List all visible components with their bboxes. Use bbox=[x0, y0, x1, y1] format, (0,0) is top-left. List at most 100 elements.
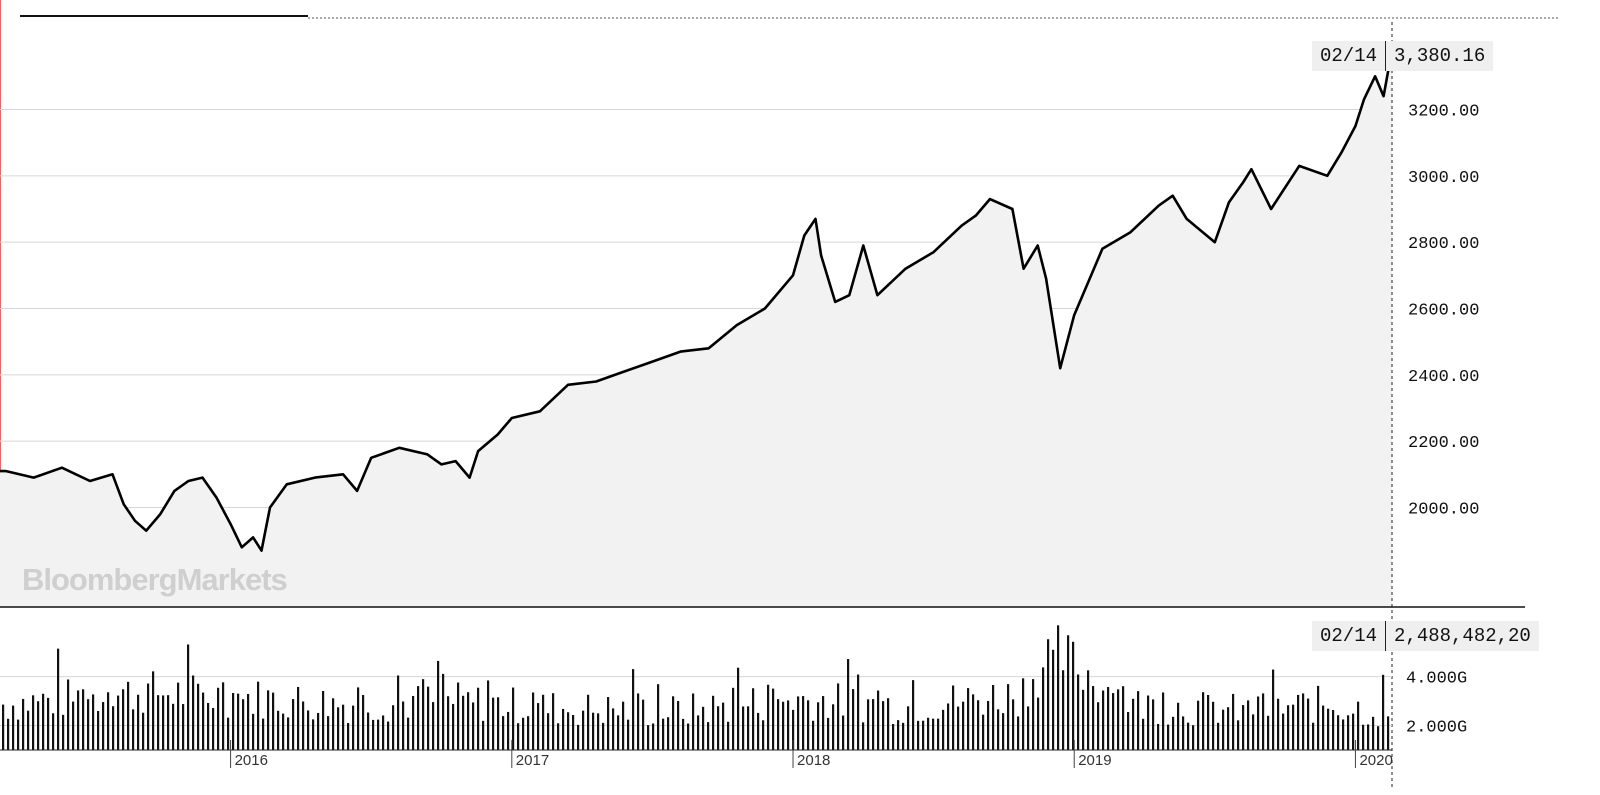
volume-bar bbox=[332, 698, 335, 750]
volume-bar bbox=[562, 708, 565, 750]
volume-bar bbox=[207, 702, 210, 750]
volume-bar bbox=[37, 701, 40, 750]
volume-bar bbox=[1352, 713, 1355, 750]
price-y-tick-label: 2600.00 bbox=[1408, 302, 1479, 321]
volume-bar bbox=[237, 693, 240, 750]
volume-bar bbox=[947, 703, 950, 750]
volume-bar bbox=[1157, 723, 1160, 750]
volume-bar bbox=[1227, 707, 1230, 750]
volume-bar bbox=[292, 699, 295, 750]
volume-bar bbox=[722, 702, 725, 750]
volume-bar bbox=[122, 689, 125, 750]
volume-bar bbox=[1117, 689, 1120, 750]
volume-y-tick-label: 4.000G bbox=[1406, 670, 1467, 689]
volume-bar bbox=[462, 695, 465, 750]
volume-bar bbox=[1077, 674, 1080, 750]
volume-bar bbox=[1302, 693, 1305, 750]
volume-bar bbox=[607, 697, 610, 750]
volume-bar bbox=[87, 699, 90, 750]
volume-bar bbox=[1192, 725, 1195, 750]
volume-bar bbox=[102, 702, 105, 750]
volume-bar bbox=[1177, 702, 1180, 750]
volume-bar bbox=[842, 715, 845, 750]
volume-bar bbox=[112, 706, 115, 750]
price-series-line bbox=[0, 49, 1394, 552]
volume-bar bbox=[1092, 686, 1095, 750]
volume-bar bbox=[547, 713, 550, 750]
volume-bar bbox=[202, 692, 205, 750]
volume-bar bbox=[847, 659, 850, 750]
volume-bar bbox=[1027, 706, 1030, 750]
volume-bar bbox=[592, 712, 595, 750]
volume-bar bbox=[267, 690, 270, 750]
volume-bar bbox=[1387, 716, 1390, 750]
volume-bar bbox=[567, 712, 570, 750]
volume-bar bbox=[917, 720, 920, 750]
volume-bar bbox=[1217, 722, 1220, 750]
volume-bar bbox=[882, 701, 885, 750]
volume-bar bbox=[42, 693, 45, 750]
volume-bar bbox=[2, 704, 5, 750]
volume-bar bbox=[642, 699, 645, 750]
price-tooltip-divider bbox=[1385, 41, 1387, 71]
volume-bar bbox=[1342, 719, 1345, 750]
volume-tooltip-divider bbox=[1385, 621, 1387, 651]
volume-bar bbox=[667, 717, 670, 750]
volume-bar bbox=[402, 701, 405, 750]
volume-bar bbox=[177, 682, 180, 750]
volume-bar bbox=[432, 702, 435, 750]
price-y-tick-label: 2000.00 bbox=[1408, 501, 1479, 520]
volume-bar bbox=[1107, 687, 1110, 750]
volume-bar bbox=[677, 700, 680, 750]
volume-bar bbox=[157, 695, 160, 750]
volume-bar bbox=[127, 681, 130, 750]
volume-bar bbox=[487, 680, 490, 750]
volume-bar bbox=[747, 706, 750, 750]
volume-bar bbox=[1032, 679, 1035, 750]
volume-tooltip-value: 2,488,482,20 bbox=[1394, 625, 1531, 647]
volume-bar bbox=[1087, 670, 1090, 750]
volume-bar bbox=[427, 686, 430, 750]
volume-bar bbox=[287, 717, 290, 750]
price-y-tick-label: 2400.00 bbox=[1408, 368, 1479, 387]
volume-bar bbox=[587, 694, 590, 750]
x-tick-label: 2017 bbox=[516, 752, 549, 769]
volume-bar bbox=[597, 713, 600, 750]
volume-bar bbox=[67, 679, 70, 750]
volume-bar bbox=[1262, 693, 1265, 750]
price-tooltip: 02/14 3,380.16 bbox=[1312, 41, 1494, 71]
volume-bar bbox=[1282, 713, 1285, 750]
volume-bar bbox=[1182, 716, 1185, 750]
volume-bar bbox=[327, 716, 330, 750]
volume-bar bbox=[1357, 701, 1360, 750]
volume-bar bbox=[107, 692, 110, 750]
volume-bar bbox=[522, 717, 525, 750]
volume-bar bbox=[117, 695, 120, 750]
volume-bar bbox=[192, 675, 195, 750]
volume-bar bbox=[507, 711, 510, 750]
volume-bar bbox=[777, 699, 780, 750]
volume-bar bbox=[307, 710, 310, 750]
volume-bar bbox=[407, 717, 410, 750]
volume-bar bbox=[982, 714, 985, 750]
volume-bar bbox=[442, 673, 445, 750]
volume-bar bbox=[817, 702, 820, 750]
volume-bar bbox=[1232, 693, 1235, 750]
volume-bar bbox=[617, 715, 620, 750]
volume-bar bbox=[132, 709, 135, 750]
volume-bar bbox=[482, 720, 485, 750]
volume-bar bbox=[1062, 670, 1065, 750]
volume-bar bbox=[967, 688, 970, 750]
volume-bar bbox=[712, 695, 715, 750]
volume-bar bbox=[632, 669, 635, 750]
volume-bar bbox=[97, 711, 100, 750]
volume-bar bbox=[1072, 641, 1075, 750]
volume-bar bbox=[627, 719, 630, 750]
volume-bar bbox=[497, 697, 500, 750]
volume-bar bbox=[927, 717, 930, 750]
volume-bar bbox=[862, 722, 865, 750]
volume-bar bbox=[492, 697, 495, 750]
volume-bar bbox=[1307, 698, 1310, 750]
volume-bar bbox=[1167, 724, 1170, 750]
volume-bar bbox=[762, 720, 765, 750]
